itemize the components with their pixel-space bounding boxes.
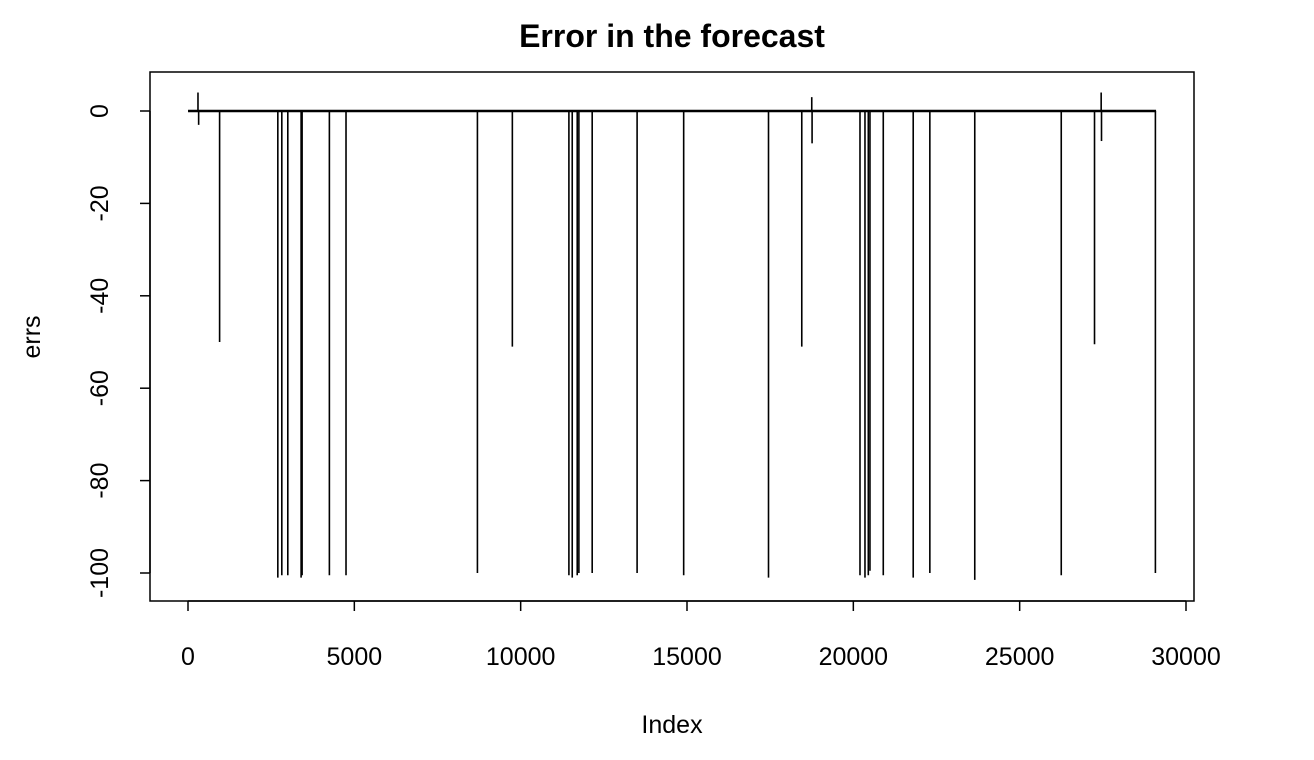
x-tick-label: 5000 xyxy=(327,643,383,671)
x-tick-label: 15000 xyxy=(652,643,722,671)
y-axis: 0 -20 -40 -60 -80 -100 xyxy=(86,104,151,598)
x-axis: 0 5000 10000 15000 20000 25000 30000 xyxy=(181,600,1221,671)
x-tick-label: 20000 xyxy=(819,643,889,671)
x-tick-label: 25000 xyxy=(985,643,1055,671)
x-axis-label: Index xyxy=(641,711,703,739)
chart-title: Error in the forecast xyxy=(519,18,825,54)
series-layer xyxy=(188,92,1157,580)
plot-frame xyxy=(149,71,1195,602)
y-tick-label: -60 xyxy=(86,370,114,406)
y-tick-label: -40 xyxy=(86,278,114,314)
y-tick-label: -80 xyxy=(86,463,114,499)
y-tick-label: -20 xyxy=(86,185,114,221)
y-tick-label: 0 xyxy=(86,104,114,118)
x-tick-label: 30000 xyxy=(1151,643,1221,671)
x-tick-label: 0 xyxy=(181,643,195,671)
x-tick-label: 10000 xyxy=(486,643,556,671)
y-axis-label: errs xyxy=(18,315,46,358)
y-tick-label: -100 xyxy=(86,548,114,598)
